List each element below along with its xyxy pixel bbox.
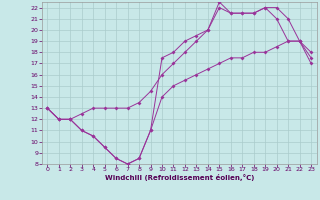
X-axis label: Windchill (Refroidissement éolien,°C): Windchill (Refroidissement éolien,°C) (105, 174, 254, 181)
